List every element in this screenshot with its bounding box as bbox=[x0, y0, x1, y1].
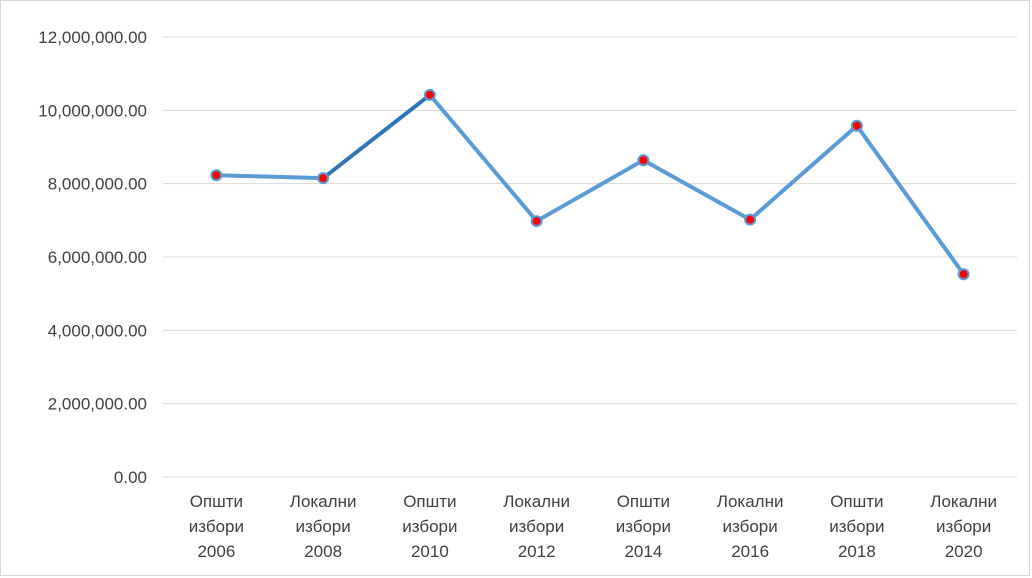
data-point bbox=[317, 172, 330, 185]
y-tick-label: 4,000,000.00 bbox=[48, 321, 147, 340]
data-point bbox=[210, 169, 223, 182]
x-tick-label: Локални избори 2016 bbox=[717, 492, 784, 561]
series-points bbox=[210, 88, 970, 281]
x-tick-label: Општи избори 2006 bbox=[189, 492, 244, 561]
x-tick-label: Локални избори 2008 bbox=[290, 492, 357, 561]
y-tick-label: 10,000,000.00 bbox=[38, 101, 147, 120]
y-tick-label: 12,000,000.00 bbox=[38, 28, 147, 47]
gridlines bbox=[163, 36, 1017, 478]
data-point bbox=[744, 213, 757, 226]
data-point bbox=[530, 215, 543, 228]
series-line-segment bbox=[321, 92, 432, 181]
data-point bbox=[637, 154, 650, 167]
x-tick-label: Локални избори 2020 bbox=[930, 492, 997, 561]
series-line-segment bbox=[854, 123, 966, 277]
x-tick-label: Општи избори 2018 bbox=[829, 492, 884, 561]
x-tick-label: Општи избори 2014 bbox=[616, 492, 671, 561]
y-axis-tick-labels: 0.00 2,000,000.00 4,000,000.00 6,000,000.00… bbox=[38, 28, 147, 487]
x-tick-label: Локални избори 2012 bbox=[503, 492, 570, 561]
series-line bbox=[214, 92, 966, 277]
y-tick-label: 8,000,000.00 bbox=[48, 175, 147, 194]
data-point bbox=[850, 119, 863, 132]
x-axis-tick-labels: Општи избори 2006 Локални избори 2008 Општи изб… bbox=[189, 492, 997, 561]
series-line-segment bbox=[641, 158, 753, 222]
series-line-segment bbox=[748, 123, 859, 222]
data-point bbox=[423, 88, 436, 101]
y-tick-label: 6,000,000.00 bbox=[48, 248, 147, 267]
y-tick-label: 0.00 bbox=[114, 468, 147, 487]
series-line-segment bbox=[214, 173, 326, 181]
y-tick-label: 2,000,000.00 bbox=[48, 395, 147, 414]
series-line-segment bbox=[427, 92, 539, 224]
data-point bbox=[957, 268, 970, 281]
x-tick-label: Општи избори 2010 bbox=[402, 492, 457, 561]
series-line-segment bbox=[534, 158, 646, 224]
